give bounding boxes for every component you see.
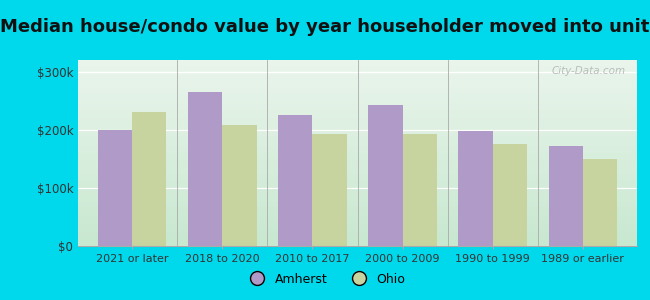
Bar: [222, 125, 257, 246]
Bar: [458, 131, 493, 246]
Bar: [313, 134, 346, 246]
Bar: [188, 92, 222, 246]
Bar: [583, 159, 617, 246]
Text: City-Data.com: City-Data.com: [552, 66, 626, 76]
Text: Median house/condo value by year householder moved into unit: Median house/condo value by year househo…: [0, 18, 650, 36]
Bar: [132, 112, 166, 246]
Bar: [493, 144, 527, 246]
Bar: [402, 134, 437, 246]
Legend: Amherst, Ohio: Amherst, Ohio: [240, 268, 410, 291]
Bar: [369, 105, 402, 246]
Bar: [549, 146, 583, 246]
Bar: [278, 115, 313, 246]
Bar: [98, 130, 132, 246]
